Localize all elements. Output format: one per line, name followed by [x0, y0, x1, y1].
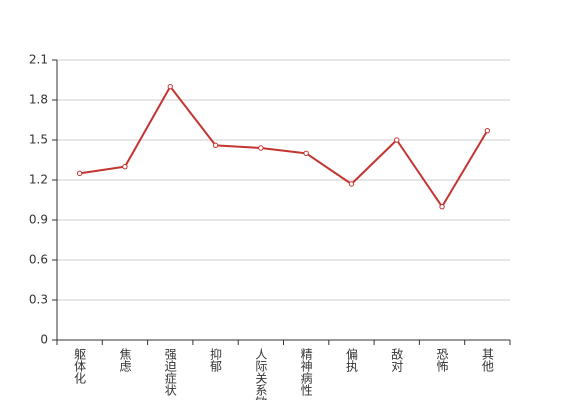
x-tick-label: 焦虑: [118, 348, 132, 372]
x-tick-label: 强迫症状: [163, 348, 177, 396]
y-tick-label: 2.1: [29, 53, 48, 67]
data-point: [439, 203, 445, 210]
x-tick-label: 躯体化: [73, 347, 87, 385]
x-tick-label: 人际关系敏感: [254, 348, 268, 400]
y-tick-label: 0.6: [29, 253, 48, 267]
line-series: [79, 85, 489, 208]
y-tick-label: 0.9: [29, 213, 48, 227]
y-tick-label: 0.3: [29, 293, 48, 307]
data-point: [258, 145, 264, 151]
x-tick-label: 其他: [480, 348, 494, 372]
x-tick-label: 精神病性: [299, 348, 313, 397]
data-point: [76, 170, 83, 177]
x-tick-label: 恐怖: [435, 348, 449, 372]
y-tick-label: 1.5: [29, 133, 48, 147]
data-point: [484, 127, 491, 134]
data-point: [303, 150, 309, 157]
data-point: [167, 83, 173, 90]
data-point: [348, 181, 355, 187]
y-tick-label: 1.2: [29, 173, 48, 187]
x-tick-label: 敌对: [390, 347, 404, 372]
y-tick-label: 1.8: [29, 93, 48, 107]
data-point: [212, 142, 219, 149]
data-point: [394, 137, 400, 143]
y-tick-label: 0: [40, 333, 48, 347]
x-tick-label: 抑郁: [209, 347, 223, 373]
x-tick-label: 偏执: [344, 347, 358, 373]
data-point: [122, 163, 128, 170]
